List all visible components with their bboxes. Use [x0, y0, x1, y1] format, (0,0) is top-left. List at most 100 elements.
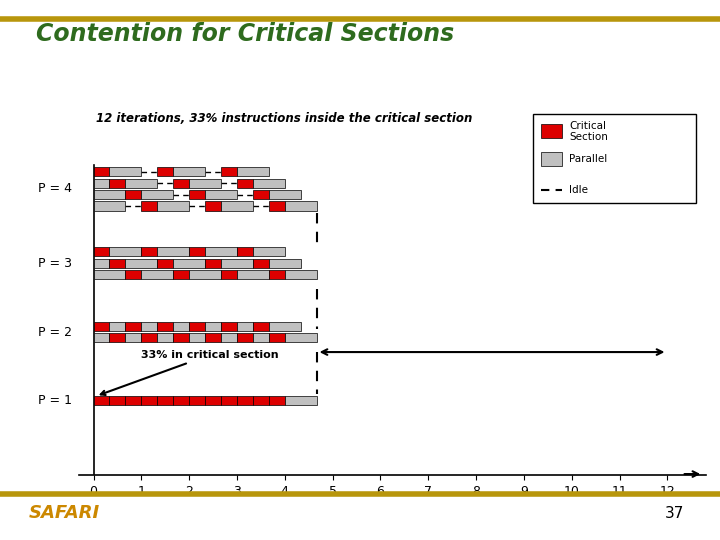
Bar	[205, 396, 221, 406]
Bar	[94, 190, 125, 199]
Text: P = 1: P = 1	[38, 394, 72, 407]
Bar	[109, 322, 125, 331]
Bar	[174, 270, 189, 279]
Bar	[269, 396, 285, 406]
Bar	[189, 190, 205, 199]
Bar	[125, 270, 141, 279]
Bar	[109, 179, 125, 188]
Bar	[157, 396, 174, 406]
Bar	[221, 201, 253, 211]
Bar	[141, 201, 157, 211]
Text: P = 2: P = 2	[38, 326, 72, 339]
Bar	[237, 322, 253, 331]
Bar	[221, 270, 237, 279]
Text: 37: 37	[665, 505, 684, 521]
Bar	[141, 247, 157, 256]
Text: P = 3: P = 3	[38, 257, 72, 270]
Bar	[221, 259, 253, 268]
Bar	[94, 179, 109, 188]
Bar	[157, 167, 174, 176]
Bar	[253, 179, 285, 188]
Bar	[141, 333, 157, 342]
Bar	[94, 396, 109, 406]
Bar	[174, 396, 189, 406]
Bar	[141, 396, 157, 406]
Bar	[94, 322, 109, 331]
Bar	[189, 270, 221, 279]
Bar	[269, 270, 285, 279]
Bar	[125, 322, 141, 331]
Bar	[237, 179, 253, 188]
Bar	[157, 201, 189, 211]
Text: Idle: Idle	[570, 185, 588, 195]
Bar	[253, 333, 269, 342]
Text: Critical
Section: Critical Section	[570, 121, 608, 143]
Bar	[109, 396, 125, 406]
Bar	[205, 259, 221, 268]
Bar	[125, 396, 141, 406]
Text: 33% in critical section: 33% in critical section	[101, 350, 279, 395]
Bar	[269, 190, 301, 199]
Bar	[157, 247, 189, 256]
Bar	[141, 322, 157, 331]
Bar	[221, 322, 237, 331]
Bar	[141, 190, 174, 199]
Bar	[94, 259, 109, 268]
Bar	[94, 167, 109, 176]
Bar	[534, 114, 696, 203]
Bar	[125, 190, 141, 199]
Bar	[205, 333, 221, 342]
Bar	[541, 124, 562, 138]
Bar	[253, 259, 269, 268]
Bar	[94, 201, 125, 211]
Bar	[285, 270, 317, 279]
Bar	[205, 190, 237, 199]
Bar	[237, 167, 269, 176]
Bar	[174, 167, 205, 176]
Bar	[109, 259, 125, 268]
Bar	[237, 247, 253, 256]
Bar	[237, 270, 269, 279]
Text: SAFARI: SAFARI	[29, 504, 100, 522]
Bar	[269, 201, 285, 211]
Bar	[157, 259, 174, 268]
Text: Contention for Critical Sections: Contention for Critical Sections	[36, 22, 454, 45]
Bar	[205, 201, 221, 211]
Bar	[174, 259, 205, 268]
Bar	[94, 247, 109, 256]
Bar	[285, 333, 317, 342]
Bar	[221, 396, 237, 406]
Bar	[221, 333, 237, 342]
Bar	[157, 333, 174, 342]
Bar	[253, 190, 269, 199]
Bar	[189, 179, 221, 188]
Text: Parallel: Parallel	[570, 154, 608, 164]
Bar	[141, 270, 174, 279]
Bar	[125, 333, 141, 342]
Bar	[109, 247, 141, 256]
Bar	[174, 322, 189, 331]
Bar	[205, 322, 221, 331]
Bar	[269, 322, 301, 331]
Bar	[109, 333, 125, 342]
Text: 12 iterations, 33% instructions inside the critical section: 12 iterations, 33% instructions inside t…	[96, 112, 472, 125]
Bar	[253, 247, 285, 256]
Bar	[285, 201, 317, 211]
Bar	[269, 333, 285, 342]
Bar	[189, 333, 205, 342]
Bar	[174, 333, 189, 342]
Bar	[189, 396, 205, 406]
Bar	[285, 396, 317, 406]
Text: P = 4: P = 4	[38, 183, 72, 195]
Bar	[174, 179, 189, 188]
Bar	[269, 259, 301, 268]
Bar	[221, 167, 237, 176]
Bar	[205, 247, 237, 256]
Bar	[157, 322, 174, 331]
Bar	[189, 322, 205, 331]
Bar	[237, 396, 253, 406]
Bar	[253, 396, 269, 406]
Bar	[109, 167, 141, 176]
Bar	[125, 179, 157, 188]
Bar	[94, 270, 125, 279]
